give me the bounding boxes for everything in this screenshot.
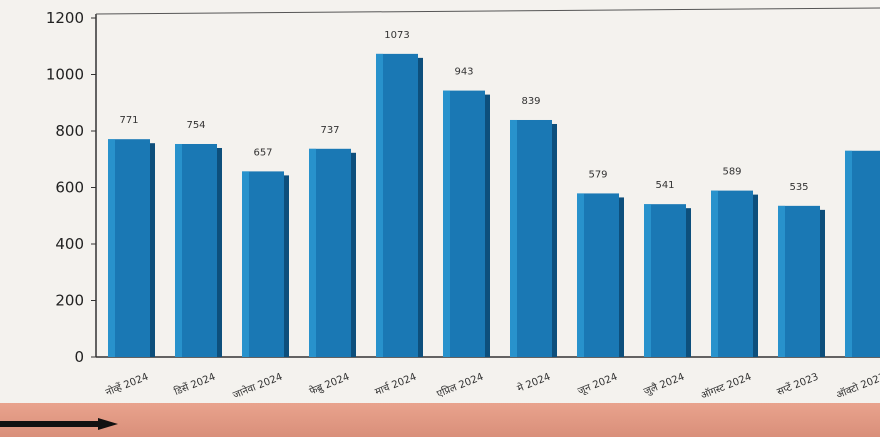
- bar-highlight: [845, 150, 852, 357]
- data-label: 943: [454, 67, 473, 78]
- data-label: 737: [320, 125, 339, 136]
- data-labels: 7717546577371073943839579541589535730: [119, 30, 808, 193]
- plot-top-border: [95, 7, 880, 15]
- y-tick-labels: 0 200 400 600 800 1000 1200: [46, 9, 84, 366]
- bar: [242, 171, 289, 357]
- bar: [845, 150, 880, 357]
- bar-highlight: [577, 193, 584, 357]
- bar: [443, 90, 490, 357]
- bar-highlight: [644, 204, 651, 357]
- data-label: 1073: [384, 30, 409, 41]
- pointer-arrow-icon: [0, 418, 118, 430]
- y-tick-label: 600: [55, 179, 84, 197]
- bar: [309, 148, 356, 357]
- bar: [376, 53, 423, 357]
- bars: [108, 53, 880, 357]
- bar-highlight: [376, 53, 383, 357]
- bar: [577, 193, 624, 357]
- bar-highlight: [778, 205, 785, 357]
- y-tick-label: 1000: [46, 66, 84, 84]
- bottom-band: [0, 403, 880, 437]
- data-label: 771: [119, 115, 138, 126]
- bar-highlight: [443, 90, 450, 357]
- bar-highlight: [242, 171, 249, 357]
- bar-highlight: [711, 190, 718, 357]
- bar: [711, 190, 758, 357]
- bar-highlight: [510, 119, 517, 357]
- y-tick-label: 1200: [46, 9, 84, 27]
- bar-highlight: [309, 148, 316, 357]
- data-label: 657: [253, 147, 272, 158]
- bar-highlight: [108, 139, 115, 357]
- data-label: 541: [655, 180, 674, 191]
- data-label: 579: [588, 169, 607, 180]
- bar: [778, 205, 825, 357]
- y-tick-label: 0: [74, 348, 84, 366]
- bar: [510, 119, 557, 357]
- data-label: 589: [722, 167, 741, 178]
- data-label: 839: [521, 96, 540, 107]
- bar: [108, 139, 155, 357]
- bar-highlight: [175, 143, 182, 357]
- data-label: 754: [186, 120, 205, 131]
- y-tick-label: 200: [55, 292, 84, 310]
- bar: [175, 143, 222, 357]
- y-tick-label: 400: [55, 235, 84, 253]
- bar: [644, 204, 691, 357]
- data-label: 535: [789, 182, 808, 193]
- y-tick-label: 800: [55, 122, 84, 140]
